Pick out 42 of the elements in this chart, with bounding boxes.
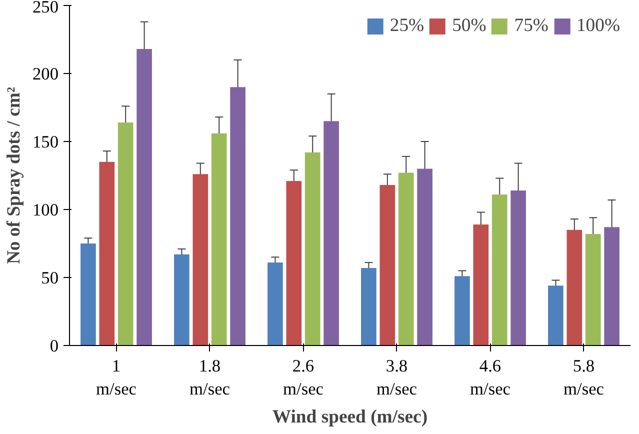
legend-label: 50% [452, 15, 486, 37]
x-tick-label: 1.8 m/sec [190, 356, 230, 398]
x-tick-label: 5.8 m/sec [564, 356, 604, 398]
bar [99, 162, 115, 346]
y-axis-title: No of Spray dots / cm² [4, 86, 25, 264]
bar [192, 174, 208, 346]
x-tick-label: 3.8 m/sec [376, 356, 418, 398]
legend-label: 25% [390, 15, 424, 37]
bar [566, 230, 582, 346]
bar [211, 133, 227, 346]
x-tick-label: 4.6 m/sec [470, 356, 511, 398]
bar [286, 180, 302, 346]
bar [174, 254, 190, 346]
x-tick-label: 1 m/sec [96, 356, 137, 398]
y-tick-label: 0 [50, 336, 59, 356]
y-tick-label: 50 [41, 268, 58, 288]
legend-label: 100% [576, 15, 620, 37]
bar [324, 121, 339, 346]
bar [80, 244, 96, 346]
y-tick-label: 150 [32, 132, 59, 152]
bar [398, 172, 414, 346]
bar [268, 262, 283, 346]
bar [304, 152, 320, 346]
y-tick-label: 100 [32, 200, 59, 220]
bar [230, 87, 246, 346]
bar [492, 194, 508, 346]
x-tick-label: 2.6 m/sec [283, 356, 324, 398]
bar [136, 49, 152, 346]
bar [604, 227, 620, 346]
bar [454, 276, 470, 346]
bar [417, 168, 432, 346]
bar [585, 234, 601, 346]
x-axis-title: Wind speed (m/sec) [272, 406, 428, 428]
bar [361, 268, 376, 346]
bar [548, 286, 564, 346]
bar [510, 190, 526, 346]
y-tick-label: 250 [32, 0, 59, 16]
y-tick-label: 200 [32, 64, 59, 84]
bar [380, 185, 396, 346]
bar [473, 224, 489, 346]
legend-label: 75% [514, 15, 548, 37]
bar [118, 122, 134, 346]
